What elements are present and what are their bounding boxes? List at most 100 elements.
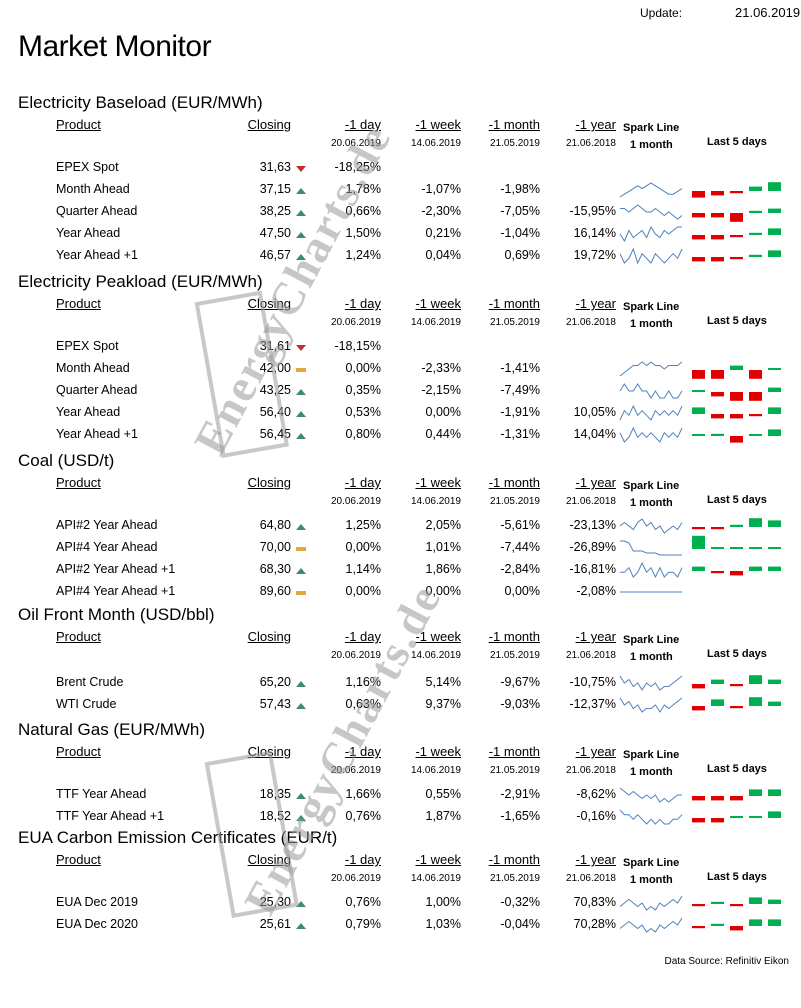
day-bar [692, 235, 705, 240]
change-1-year: 70,28% [573, 917, 616, 931]
product-name: Year Ahead +1 [56, 427, 138, 441]
closing-value: 46,57 [259, 248, 291, 262]
day-bar [692, 257, 705, 262]
spark-line-header: Spark Line [623, 122, 680, 134]
last-5-days-bars [692, 697, 781, 711]
change-1-day: -18,25% [334, 160, 381, 174]
change-1-year: -8,62% [576, 787, 616, 801]
change-1-week: 1,00% [425, 895, 461, 909]
day-bar [749, 566, 762, 571]
reference-date: 14.06.2019 [410, 138, 461, 149]
last-5-days-bars [692, 250, 781, 262]
day-bar [768, 811, 781, 818]
spark-line-header: Spark Line [623, 301, 680, 313]
day-bar [711, 818, 724, 823]
product-name: API#2 Year Ahead +1 [56, 562, 176, 576]
product-name: WTI Crude [56, 697, 117, 711]
day-bar [768, 679, 781, 684]
spark-period-header: 1 month [630, 766, 673, 778]
day-bar [692, 706, 705, 711]
change-1-month: -2,91% [500, 787, 540, 801]
spark-line-header: Spark Line [623, 634, 680, 646]
last-5-days-bars [692, 407, 781, 419]
col-header-week: -1 week [415, 852, 461, 867]
table-row: Quarter Ahead 38,25 0,66% -2,30% -7,05% -15,9… [0, 204, 801, 226]
closing-value: 37,15 [259, 182, 291, 196]
product-name: API#4 Year Ahead [56, 540, 158, 554]
spark-line [619, 404, 683, 421]
day-bar [749, 697, 762, 706]
day-bar [749, 919, 762, 926]
col-header-month: -1 month [488, 117, 540, 132]
day-bar [768, 566, 781, 571]
change-1-day: 0,80% [345, 427, 381, 441]
day-bar [711, 571, 724, 574]
data-source: Data Source: Refinitiv Eikon [664, 956, 789, 967]
table-row: API#4 Year Ahead +1 89,60 0,00% 0,00% 0,00% -… [0, 584, 801, 606]
change-1-month: -1,98% [500, 182, 540, 196]
table-row: API#2 Year Ahead 64,80 1,25% 2,05% -5,61% -23… [0, 518, 801, 540]
product-name: Quarter Ahead [56, 383, 138, 397]
day-bar [768, 250, 781, 257]
spark-period-header: 1 month [630, 874, 673, 886]
trend-up-icon [296, 254, 306, 260]
reference-date: 21.05.2019 [489, 138, 540, 149]
spark-line-path [619, 787, 682, 803]
change-1-year: 10,05% [573, 405, 616, 419]
spark-line [619, 787, 682, 803]
spark-line-header: Spark Line [623, 857, 680, 869]
product-name: EPEX Spot [56, 339, 119, 353]
change-1-month: -0,32% [500, 895, 540, 909]
section-title: Oil Front Month (USD/bbl) [18, 605, 215, 624]
change-1-week: 1,01% [425, 540, 461, 554]
spark-line-path [619, 675, 683, 691]
change-1-week: 5,14% [425, 675, 461, 689]
col-header-day: -1 day [344, 629, 381, 644]
spark-line-path [619, 697, 683, 713]
change-1-year: -2,08% [576, 584, 616, 598]
col-header-year: -1 year [575, 744, 616, 759]
day-bar [730, 365, 743, 370]
reference-date: 20.06.2019 [330, 317, 381, 328]
change-1-year: -16,81% [569, 562, 616, 576]
day-bar [711, 392, 724, 397]
col-header-closing: Closing [247, 629, 291, 644]
day-bar [749, 370, 762, 379]
change-1-year: -12,37% [569, 697, 616, 711]
product-name: EUA Dec 2019 [56, 895, 138, 909]
change-1-day: 1,66% [345, 787, 381, 801]
day-bar [768, 701, 781, 706]
day-bar [730, 436, 743, 443]
spark-line [619, 675, 683, 691]
change-1-year: 70,83% [573, 895, 616, 909]
col-header-product: Product [56, 852, 101, 867]
change-1-day: 0,00% [345, 361, 381, 375]
trend-up-icon [296, 923, 306, 929]
product-name: Quarter Ahead [56, 204, 138, 218]
change-1-year: -26,89% [569, 540, 616, 554]
trend-up-icon [296, 568, 306, 574]
closing-value: 18,35 [259, 787, 291, 801]
closing-value: 18,52 [259, 809, 291, 823]
day-bar [730, 257, 743, 260]
day-bar [692, 926, 705, 929]
last-5-days-bars [692, 897, 781, 907]
trend-up-icon [296, 793, 306, 799]
change-1-day: 1,14% [345, 562, 381, 576]
day-bar [711, 414, 724, 419]
day-bar [711, 191, 724, 196]
trend-up-icon [296, 210, 306, 216]
day-bar [749, 547, 762, 549]
spark-line [619, 225, 682, 243]
spark-line-path [619, 182, 683, 198]
change-1-week: -2,30% [421, 204, 461, 218]
day-bar [730, 392, 743, 401]
change-1-year: -0,16% [576, 809, 616, 823]
spark-line-path [619, 426, 683, 443]
reference-date: 21.06.2018 [565, 650, 616, 661]
product-name: Brent Crude [56, 675, 124, 689]
day-bar [749, 186, 762, 191]
spark-line [619, 426, 683, 443]
spark-line [619, 361, 683, 377]
reference-date: 20.06.2019 [330, 650, 381, 661]
